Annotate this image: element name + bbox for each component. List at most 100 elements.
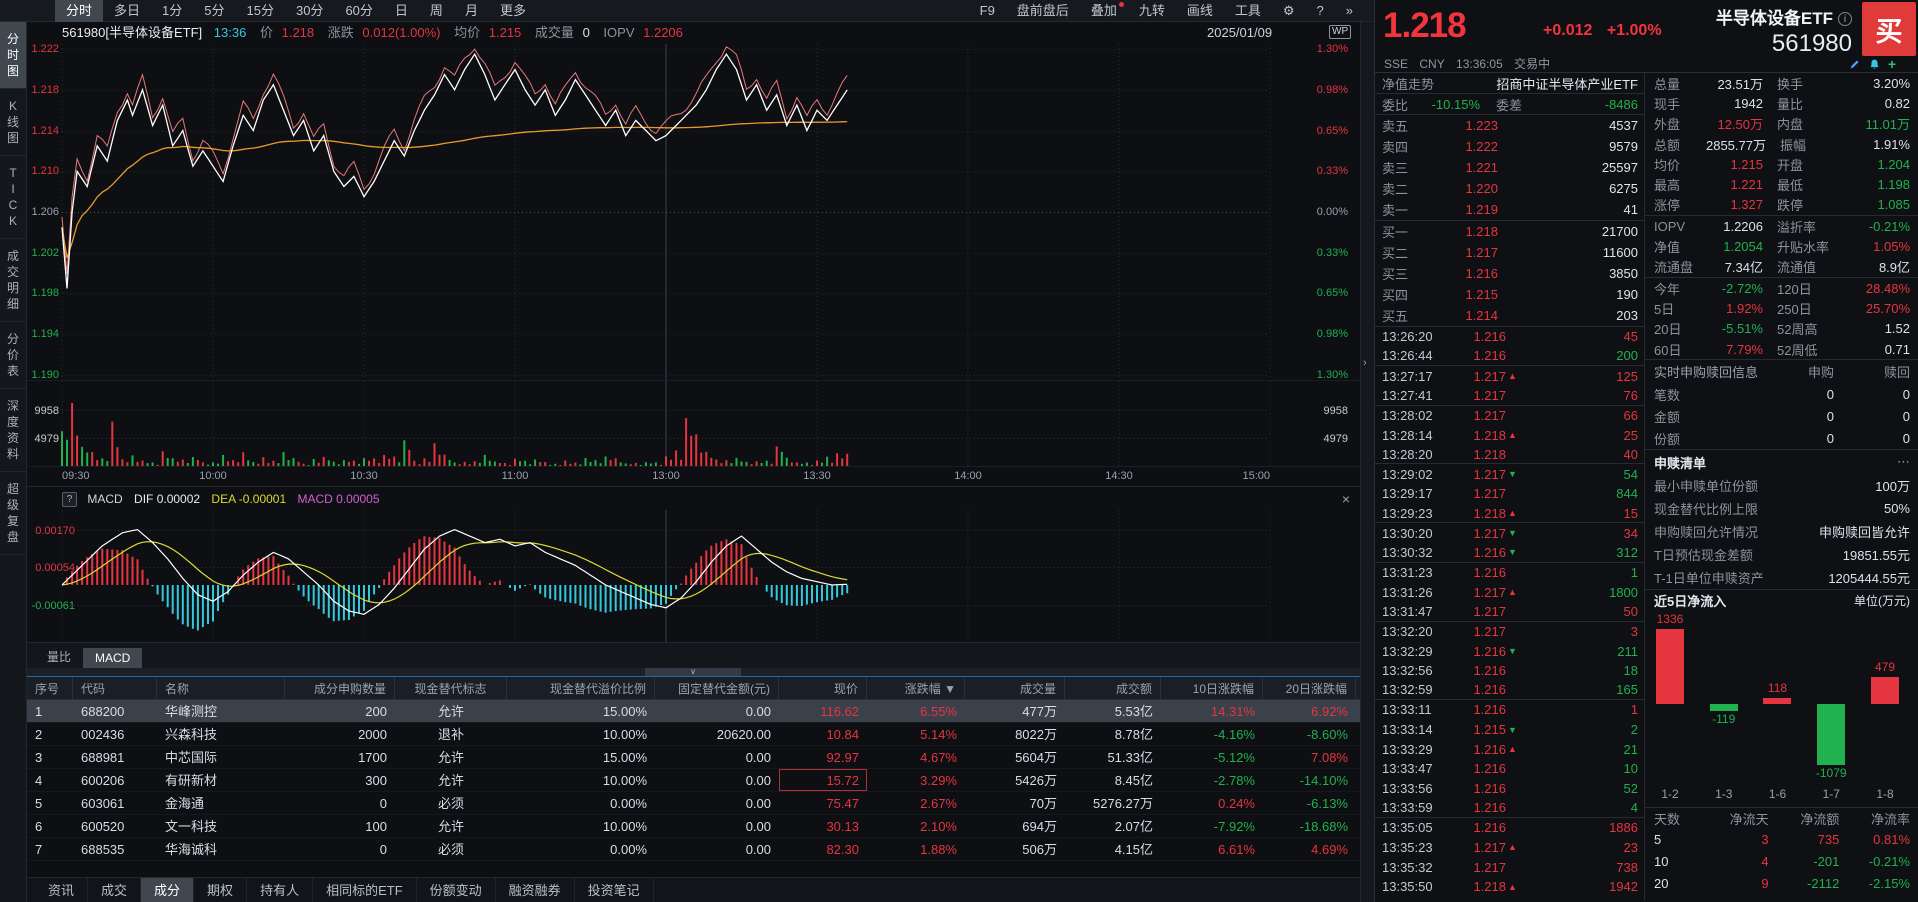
bottom-tab-份额变动[interactable]: 份额变动: [417, 877, 496, 902]
intraday-price-pane[interactable]: 1.222 1.30% 1.218 0.98% 1.214 0.65% 1.210 0.33%…: [27, 43, 1360, 381]
period-tab-更多[interactable]: 更多: [499, 2, 526, 18]
column-header-成分申购数量[interactable]: 成分申购数量: [285, 677, 395, 699]
cell-涨跌幅: 4.67%: [920, 750, 957, 765]
macd-chart-svg[interactable]: [27, 510, 1360, 642]
period-tab-1分[interactable]: 1分: [162, 2, 183, 18]
sidebar-item-超级复盘[interactable]: 超级复盘: [0, 472, 26, 555]
column-header-现金替代标志[interactable]: 现金替代标志: [395, 677, 507, 699]
period-tab-60分[interactable]: 60分: [345, 2, 373, 18]
change-label: 涨跌: [327, 25, 354, 40]
add-icon[interactable]: +: [1887, 55, 1896, 72]
sidebar-item-分时图[interactable]: 分时图: [0, 22, 26, 89]
column-header-固定替代金额(元)[interactable]: 固定替代金额(元): [655, 677, 779, 699]
more-icon[interactable]: ⋯: [1897, 454, 1910, 470]
volume-pane[interactable]: 9958 9958 4979 4979: [27, 380, 1360, 467]
splitter-handle[interactable]: ∨: [645, 668, 741, 676]
stat-row: 流通盘 7.34亿 流通值 8.9亿: [1645, 257, 1918, 277]
table-header-row: 序号 代码 名称 成分申购数量 现金替代标志 现金替代溢价比例 固定替代金额(元) 现价 涨跌幅…: [27, 676, 1360, 700]
table-row[interactable]: 5 603061 金海通 0 必须 0.00% 0.00 75.47 2.67% 70万 5276.…: [27, 792, 1360, 815]
bottom-tab-融资融券[interactable]: 融资融券: [496, 877, 575, 902]
ask-volume: 25597: [1601, 160, 1638, 175]
f9-button[interactable]: F9: [979, 2, 995, 18]
bottom-tab-成交[interactable]: 成交: [88, 877, 142, 902]
up-arrow-icon: ▲: [1508, 508, 1517, 519]
period-tab-分时[interactable]: 分时: [55, 0, 104, 22]
table-row[interactable]: 7 688535 华海诚科 0 必须 0.00% 0.00 82.30 1.88% 506万 4.1…: [27, 838, 1360, 861]
more-icon[interactable]: »: [1345, 2, 1353, 18]
time-tick-label: 09:30: [62, 470, 90, 482]
nine-turn-button[interactable]: 九转: [1138, 2, 1165, 18]
bottom-tab-期权[interactable]: 期权: [194, 877, 248, 902]
indicator-tab-MACD[interactable]: MACD: [83, 648, 143, 668]
stat-value: 0.71: [1884, 341, 1911, 357]
bid-level-label: 买五: [1382, 309, 1409, 324]
period-tab-多日[interactable]: 多日: [114, 2, 141, 18]
volume-chart-svg[interactable]: [27, 381, 1360, 467]
bottom-tab-资讯[interactable]: 资讯: [35, 877, 89, 902]
tick-row: 13:30:20 1.217 ▼ 34: [1375, 523, 1644, 543]
column-header-涨跌幅[interactable]: 涨跌幅 ▼: [867, 677, 965, 699]
subs-label: 金额: [1653, 409, 1680, 425]
table-row[interactable]: 1 688200 华峰测控 200 允许 15.00% 0.00 116.62 6.55% 477…: [27, 700, 1360, 723]
netflow-cell: 3: [1761, 831, 1769, 847]
sidebar-item-分价表[interactable]: 分价表: [0, 322, 26, 389]
subs-col2: 赎回: [1883, 365, 1910, 381]
column-header-序号[interactable]: 序号: [27, 677, 73, 699]
info-icon[interactable]: i: [1838, 12, 1852, 26]
edit-icon[interactable]: [1848, 58, 1861, 71]
tools-button[interactable]: 工具: [1234, 2, 1261, 18]
fund-nav-row[interactable]: 净值走势 招商中证半导体产业ETF: [1375, 73, 1644, 94]
overlay-button[interactable]: 叠加: [1080, 0, 1128, 22]
stat-value: 1.92%: [1726, 300, 1763, 316]
period-tab-周[interactable]: 周: [429, 2, 443, 18]
sidebar-item-深度资料[interactable]: 深度资料: [0, 389, 26, 472]
bell-icon[interactable]: [1868, 58, 1881, 71]
macd-help-icon[interactable]: ?: [62, 492, 77, 508]
column-header-10日涨跌幅[interactable]: 10日涨跌幅: [1161, 677, 1263, 699]
column-header-现价[interactable]: 现价: [779, 677, 867, 699]
period-tab-月[interactable]: 月: [464, 2, 478, 18]
collapse-strip[interactable]: ›: [1360, 22, 1374, 902]
gear-icon[interactable]: ⚙: [1282, 2, 1295, 18]
table-row[interactable]: 3 688981 中芯国际 1700 允许 15.00% 0.00 92.97 4.67% 560…: [27, 746, 1360, 769]
buy-button[interactable]: 买: [1862, 2, 1916, 56]
down-arrow-icon: ▼: [1508, 646, 1517, 657]
bottom-tab-持有人[interactable]: 持有人: [247, 877, 314, 902]
column-header-名称[interactable]: 名称: [157, 677, 285, 699]
pre-post-market-button[interactable]: 盘前盘后: [1016, 2, 1069, 18]
macd-close-icon[interactable]: ×: [1341, 491, 1350, 507]
stat-value: 11.01万: [1865, 117, 1911, 133]
bottom-tab-投资笔记[interactable]: 投资笔记: [575, 877, 654, 902]
tick-row: 13:26:20 1.216 45: [1375, 327, 1644, 347]
indicator-tab-量比[interactable]: 量比: [47, 650, 72, 664]
help-icon[interactable]: ?: [1316, 2, 1324, 18]
ask-volume: 41: [1623, 202, 1638, 217]
bottom-tab-成分[interactable]: 成分: [141, 877, 195, 902]
netflow-bar: [1655, 629, 1684, 705]
period-tab-5分[interactable]: 5分: [204, 2, 225, 18]
tick-volume: 2: [1630, 722, 1638, 738]
up-arrow-icon: ▲: [1508, 371, 1517, 382]
column-header-成交量[interactable]: 成交量: [965, 677, 1065, 699]
bottom-tab-相同标的ETF[interactable]: 相同标的ETF: [313, 877, 417, 902]
wp-badge-icon[interactable]: WP: [1329, 25, 1352, 39]
collapse-arrow-icon[interactable]: ›: [1363, 357, 1367, 369]
table-row[interactable]: 6 600520 文一科技 100 允许 10.00% 0.00 30.13 2.10% 694万…: [27, 815, 1360, 838]
column-header-代码[interactable]: 代码: [73, 677, 157, 699]
column-header-现金替代溢价比例[interactable]: 现金替代溢价比例: [507, 677, 655, 699]
draw-line-button[interactable]: 画线: [1186, 2, 1213, 18]
pane-splitter[interactable]: ∨: [27, 668, 1360, 676]
table-row[interactable]: 4 600206 有研新材 300 允许 10.00% 0.00 15.72 3.29% 5426…: [27, 769, 1360, 792]
macd-pane[interactable]: 0.00170 0.00054 -0.00061: [27, 510, 1360, 642]
intraday-chart-svg[interactable]: [27, 44, 1360, 380]
period-tab-30分[interactable]: 30分: [295, 2, 324, 18]
column-header-成交额[interactable]: 成交额: [1065, 677, 1161, 699]
trading-status: 交易中: [1514, 57, 1551, 71]
column-header-20日涨跌幅[interactable]: 20日涨跌幅: [1263, 677, 1356, 699]
table-row[interactable]: 2 002436 兴森科技 2000 退补 10.00% 20620.00 10.84 5.14…: [27, 723, 1360, 746]
sidebar-item-成交明细[interactable]: 成交明细: [0, 239, 26, 322]
period-tab-日[interactable]: 日: [394, 2, 408, 18]
period-tab-15分[interactable]: 15分: [246, 2, 274, 18]
